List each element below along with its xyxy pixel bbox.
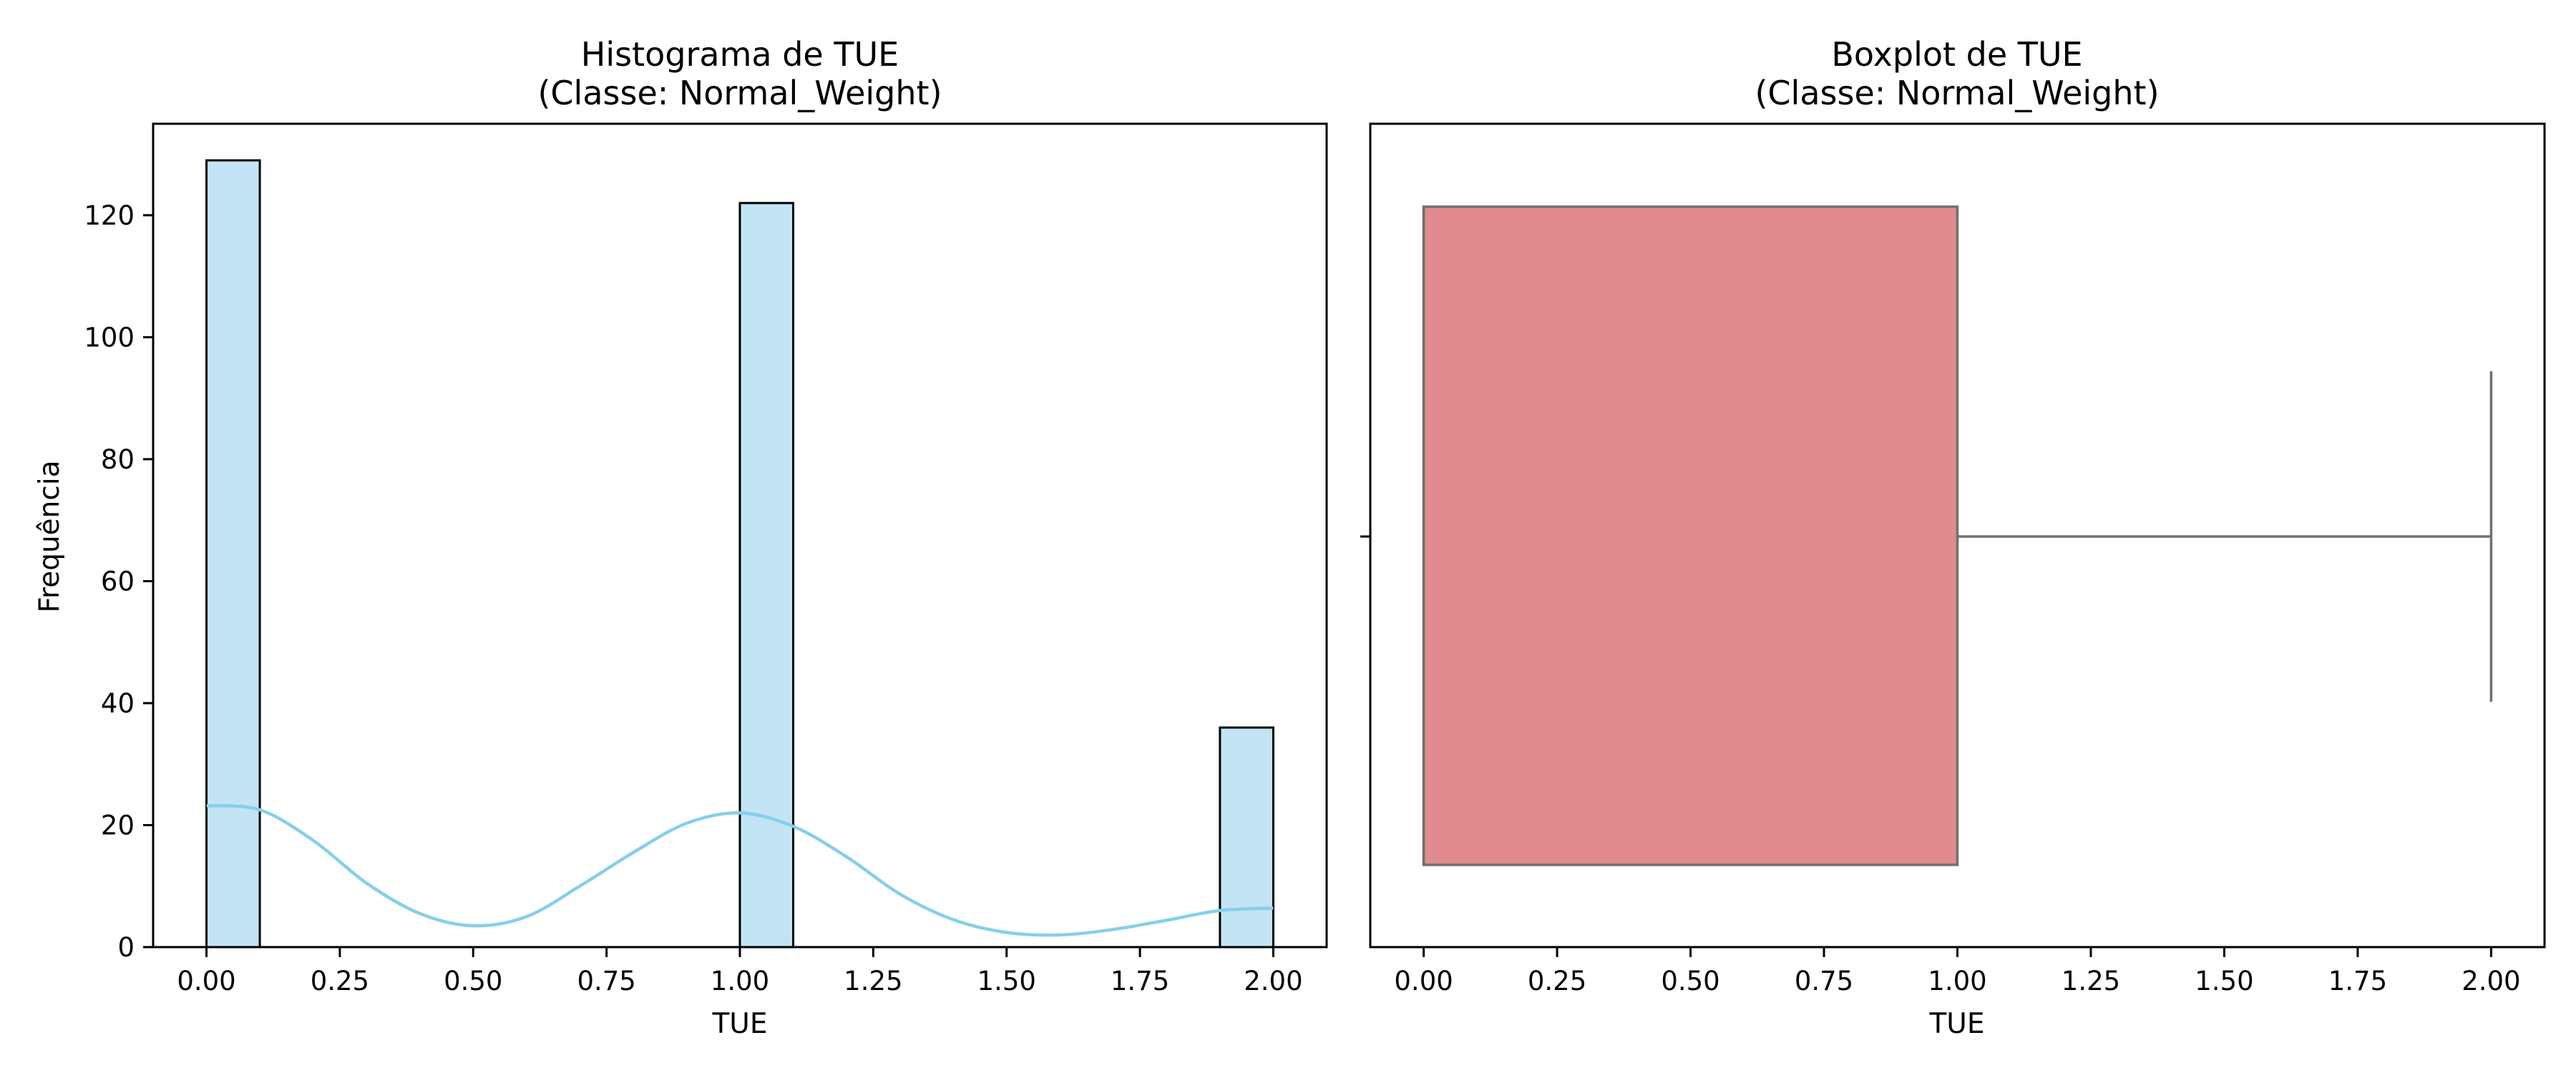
histogram-title-line1: Histograma de TUE xyxy=(581,35,899,74)
histogram-x-ticks: 0.00 0.25 0.50 0.75 1.00 1.25 1.50 1.75 2.00 xyxy=(177,947,1303,996)
histogram-bar xyxy=(1219,726,1274,949)
histogram-y-tick-label: 100 xyxy=(84,322,135,353)
boxplot-x-tick-label: 0.50 xyxy=(1661,966,1719,996)
histogram-y-tick-label: 80 xyxy=(101,444,135,475)
histogram-x-tick-label: 0.25 xyxy=(311,966,369,996)
histogram-panel: Histograma de TUE (Classe: Normal_Weight… xyxy=(34,35,1328,1040)
histogram-bar xyxy=(738,202,795,949)
boxplot-x-tick-label: 1.25 xyxy=(2062,966,2120,996)
boxplot-x-tick-label: 1.75 xyxy=(2328,966,2387,996)
boxplot-axes-frame xyxy=(1369,122,2546,949)
boxplot-iqr-box xyxy=(1422,205,1959,866)
boxplot-x-tick-label: 0.00 xyxy=(1394,966,1453,996)
boxplot-x-tick-label: 0.25 xyxy=(1528,966,1586,996)
boxplot-x-tick-label: 2.00 xyxy=(2462,966,2520,996)
boxplot-title-line1: Boxplot de TUE xyxy=(1831,35,2082,74)
boxplot-x-tick-label: 1.50 xyxy=(2195,966,2253,996)
histogram-x-tick-label: 0.50 xyxy=(444,966,502,996)
histogram-x-tick-label: 1.75 xyxy=(1111,966,1169,996)
boxplot-x-tick-label: 0.75 xyxy=(1795,966,1853,996)
histogram-x-tick-label: 0.00 xyxy=(177,966,235,996)
histogram-y-tick-label: 20 xyxy=(101,810,135,841)
histogram-y-tick-label: 40 xyxy=(101,688,135,719)
histogram-x-label: TUE xyxy=(711,1008,767,1040)
histogram-axes-frame xyxy=(152,122,1328,949)
boxplot-x-label: TUE xyxy=(1928,1008,1984,1040)
boxplot-x-tick-label: 1.00 xyxy=(1928,966,1986,996)
boxplot-title-line2: (Classe: Normal_Weight) xyxy=(1755,74,2159,112)
boxplot-panel: Boxplot de TUE (Classe: Normal_Weight) 0… xyxy=(1360,35,2546,1040)
boxplot-box xyxy=(1422,205,2493,866)
histogram-y-tick-label: 0 xyxy=(117,932,135,963)
histogram-x-tick-label: 1.50 xyxy=(977,966,1036,996)
histogram-y-ticks: 0 20 40 60 80 100 120 xyxy=(84,200,153,963)
boxplot-x-ticks: 0.00 0.25 0.50 0.75 1.00 1.25 1.50 1.75 2.00 xyxy=(1394,947,2521,996)
histogram-x-tick-label: 2.00 xyxy=(1244,966,1302,996)
histogram-x-tick-label: 0.75 xyxy=(577,966,635,996)
histogram-bar xyxy=(205,159,261,949)
histogram-x-tick-label: 1.00 xyxy=(711,966,769,996)
histogram-x-tick-label: 1.25 xyxy=(844,966,902,996)
histogram-bars xyxy=(205,159,1274,949)
histogram-y-tick-label: 60 xyxy=(101,566,135,597)
histogram-y-label: Frequência xyxy=(34,460,66,612)
kde-curve xyxy=(206,803,1274,937)
histogram-y-tick-label: 120 xyxy=(84,200,135,231)
histogram-title-line2: (Classe: Normal_Weight) xyxy=(537,74,942,112)
